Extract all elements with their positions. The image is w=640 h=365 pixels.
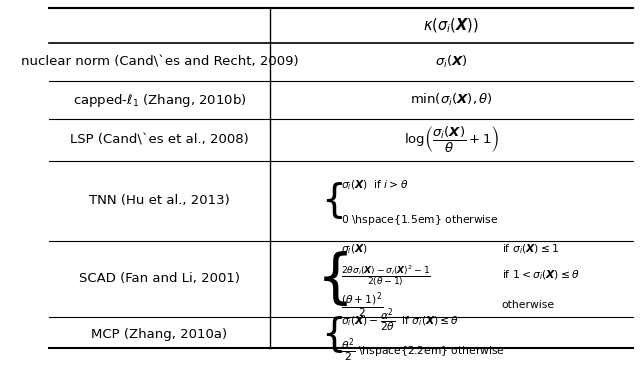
Text: $\dfrac{2\theta\sigma_i(\boldsymbol{X})-\sigma_i(\boldsymbol{X})^2-1}{2(\theta-1: $\dfrac{2\theta\sigma_i(\boldsymbol{X})-…: [341, 263, 431, 288]
Text: $0$ \hspace{1.5em} otherwise: $0$ \hspace{1.5em} otherwise: [341, 213, 499, 227]
Text: if $1 < \sigma_i(\boldsymbol{X}) \leq \theta$: if $1 < \sigma_i(\boldsymbol{X}) \leq \t…: [502, 269, 579, 282]
Text: LSP (Cand\`es et al., 2008): LSP (Cand\`es et al., 2008): [70, 134, 249, 147]
Text: SCAD (Fan and Li, 2001): SCAD (Fan and Li, 2001): [79, 272, 240, 285]
Text: $\dfrac{\theta^2}{2}$ \hspace{2.2em} otherwise: $\dfrac{\theta^2}{2}$ \hspace{2.2em} oth…: [341, 336, 505, 364]
Text: $\sigma_i(\boldsymbol{X})$: $\sigma_i(\boldsymbol{X})$: [341, 243, 368, 256]
Text: TNN (Hu et al., 2013): TNN (Hu et al., 2013): [89, 194, 230, 207]
Text: $\sigma_i(\boldsymbol{X})$  if $i > \theta$: $\sigma_i(\boldsymbol{X})$ if $i > \thet…: [341, 178, 408, 192]
Text: otherwise: otherwise: [502, 300, 555, 310]
Text: MCP (Zhang, 2010a): MCP (Zhang, 2010a): [92, 328, 228, 341]
Text: $\log\!\left(\dfrac{\sigma_i(\boldsymbol{X})}{\theta}+1\right)$: $\log\!\left(\dfrac{\sigma_i(\boldsymbol…: [403, 125, 499, 155]
Text: $\sigma_i(\boldsymbol{X}) - \dfrac{\alpha^2}{2\theta}$  if $\sigma_i(\boldsymbol: $\sigma_i(\boldsymbol{X}) - \dfrac{\alph…: [341, 307, 460, 334]
Text: $\dfrac{(\theta+1)^2}{2}$: $\dfrac{(\theta+1)^2}{2}$: [341, 290, 383, 320]
Text: $\sigma_i(\boldsymbol{X})$: $\sigma_i(\boldsymbol{X})$: [435, 54, 467, 70]
Text: $\left\{\ \right.$: $\left\{\ \right.$: [321, 314, 343, 355]
Text: nuclear norm (Cand\`es and Recht, 2009): nuclear norm (Cand\`es and Recht, 2009): [20, 55, 298, 69]
Text: capped-$\ell_1$ (Zhang, 2010b): capped-$\ell_1$ (Zhang, 2010b): [73, 92, 246, 109]
Text: $\min(\sigma_i(\boldsymbol{X}), \theta)$: $\min(\sigma_i(\boldsymbol{X}), \theta)$: [410, 92, 493, 108]
Text: $\left\{\ \right.$: $\left\{\ \right.$: [321, 180, 343, 221]
Text: $\kappa(\sigma_i(\boldsymbol{X}))$: $\kappa(\sigma_i(\boldsymbol{X}))$: [423, 16, 479, 35]
Text: $\left\{\ \right.$: $\left\{\ \right.$: [316, 249, 348, 308]
Text: if $\sigma_i(\boldsymbol{X}) \leq 1$: if $\sigma_i(\boldsymbol{X}) \leq 1$: [502, 243, 559, 256]
